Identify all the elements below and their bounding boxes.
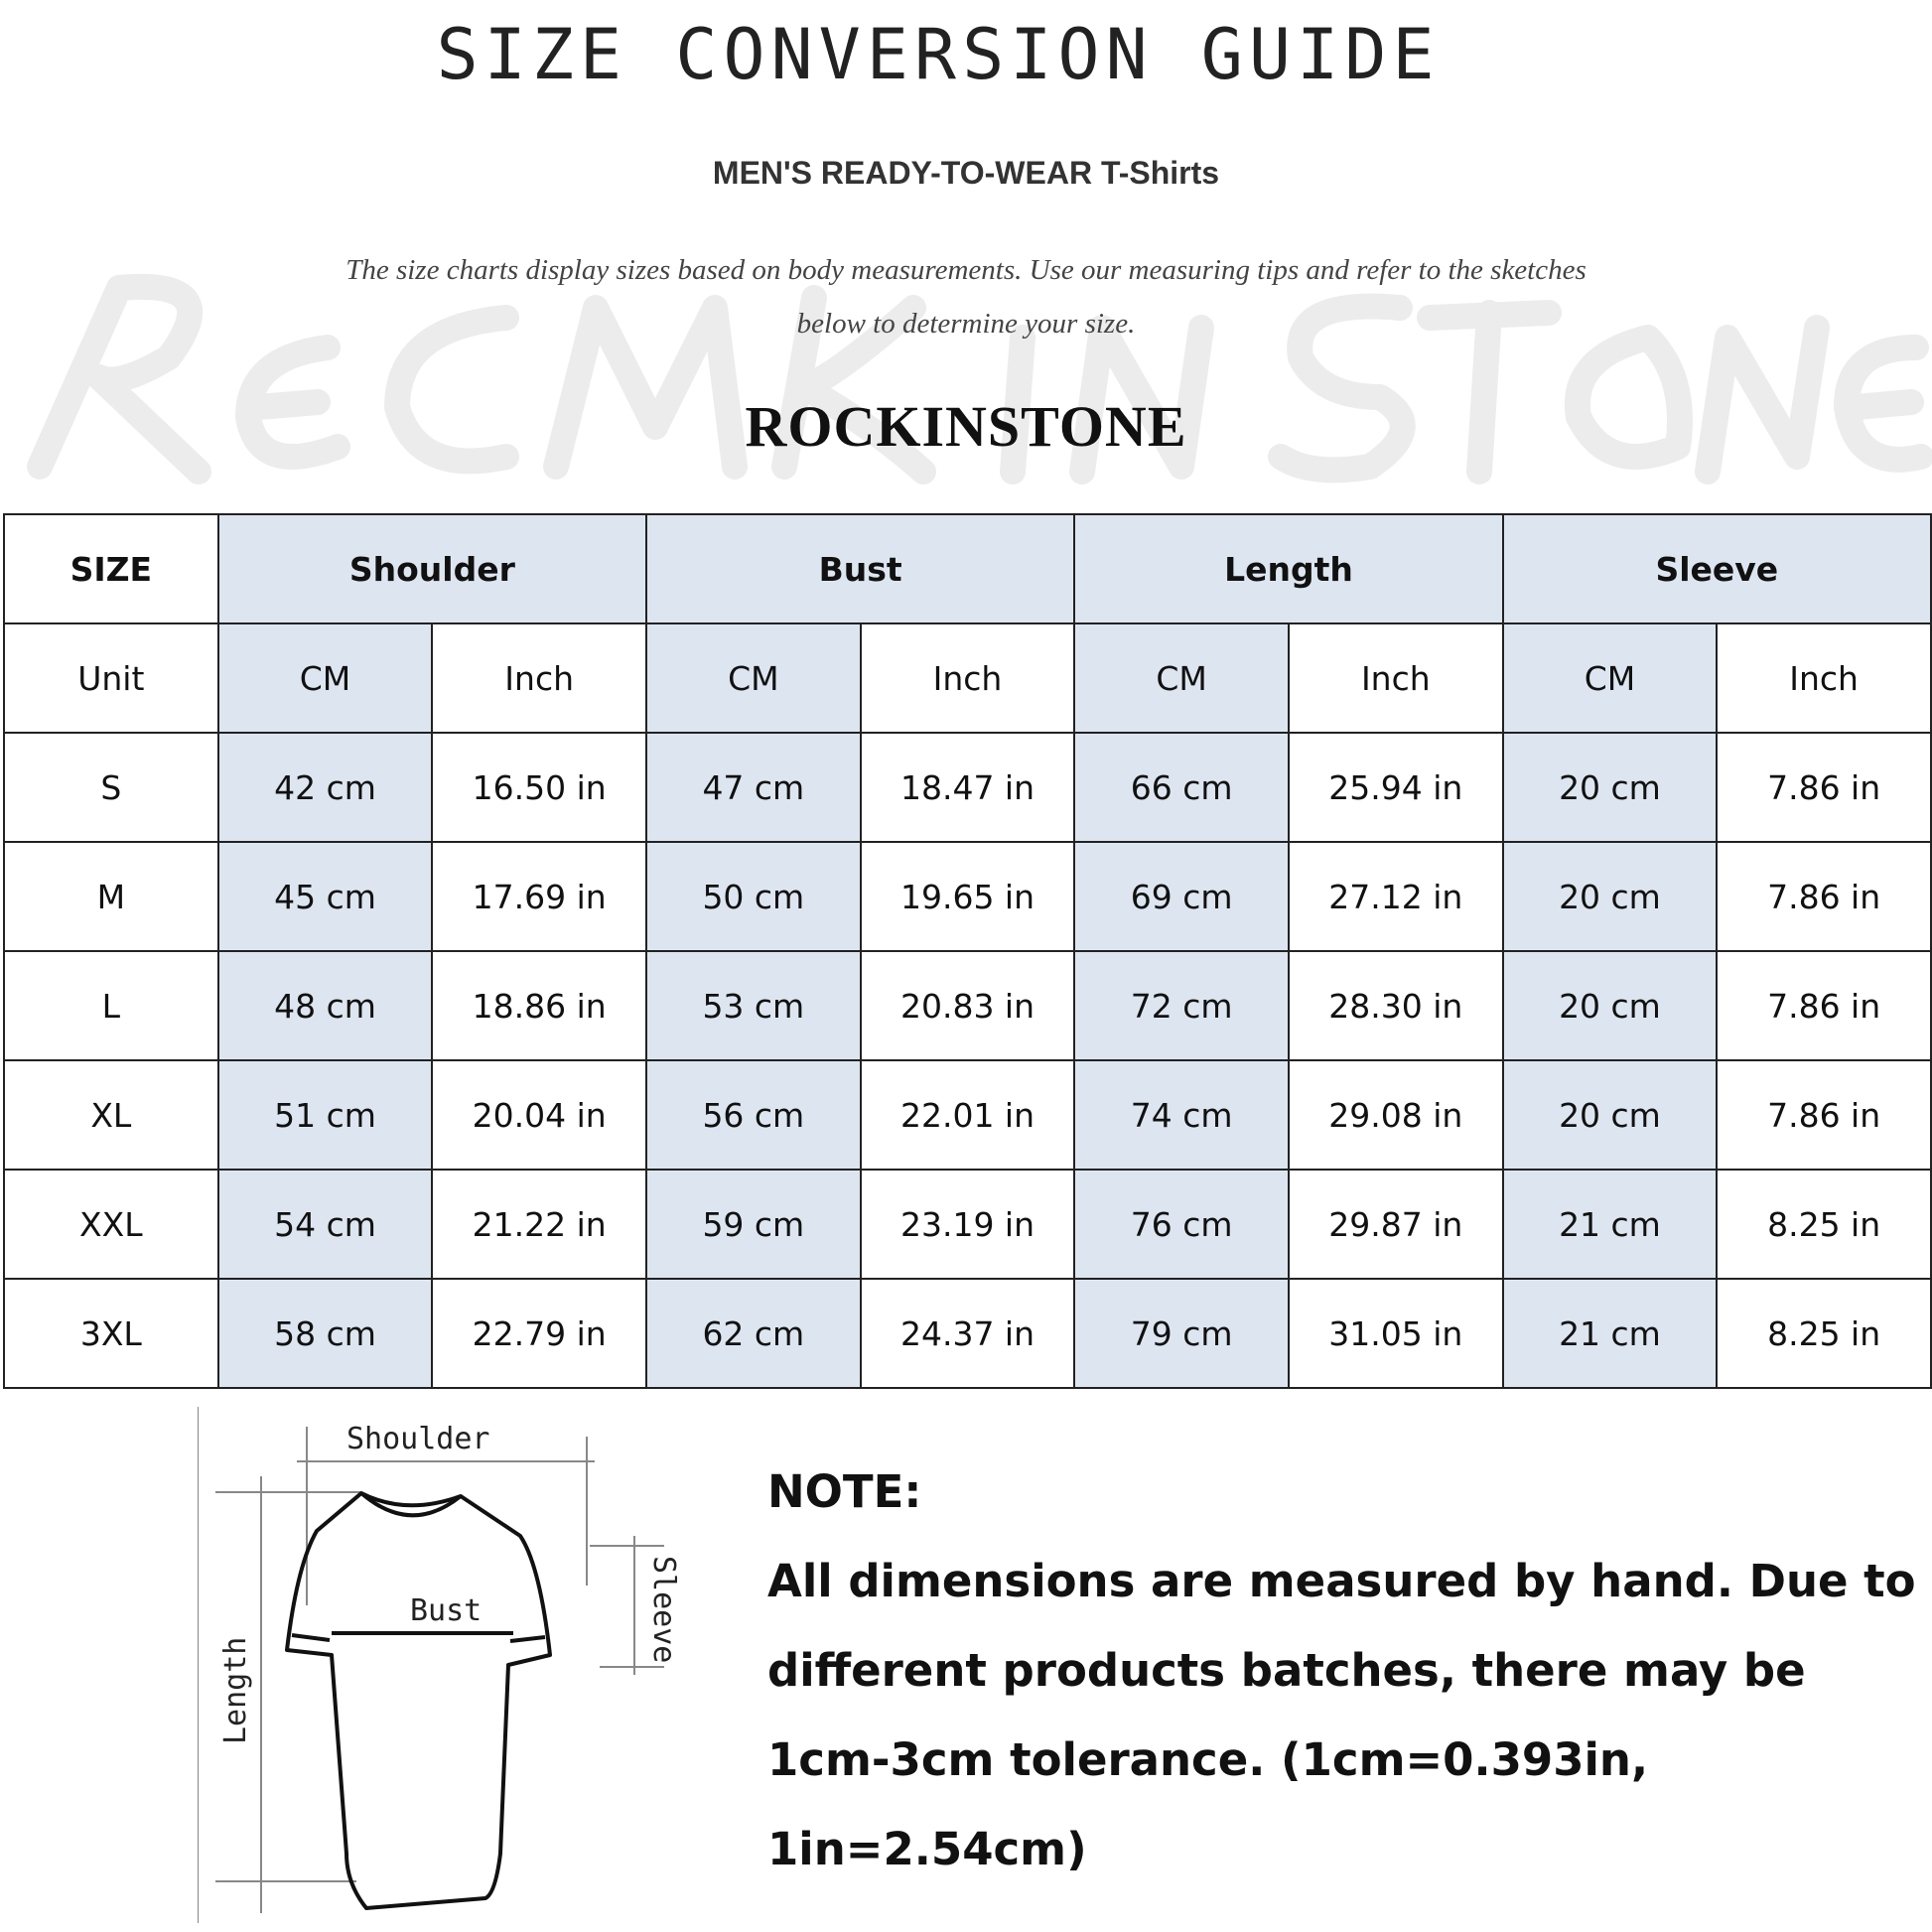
page-title: SIZE CONVERSION GUIDE: [436, 14, 1441, 95]
inch-value-cell: 24.37 in: [859, 1278, 1076, 1389]
cm-value-cell: 20 cm: [1501, 732, 1719, 843]
cm-value-cell: 42 cm: [216, 732, 434, 843]
inch-value-cell: 27.12 in: [1287, 841, 1504, 952]
size-cell: M: [3, 841, 219, 952]
table-row: M 45 cm 17.69 in 50 cm 19.65 in 69 cm 27.12 in…: [3, 841, 1932, 952]
table-row: S 42 cm 16.50 in 47 cm 18.47 in 66 cm 25.94 in…: [3, 732, 1932, 843]
cm-value-cell: 62 cm: [645, 1278, 862, 1389]
inch-value-cell: 23.19 in: [859, 1169, 1076, 1280]
cm-value-cell: 69 cm: [1073, 841, 1290, 952]
cm-value-cell: 72 cm: [1073, 950, 1290, 1061]
note-heading: NOTE:: [767, 1465, 922, 1518]
size-table: SIZE Shoulder Bust Length Sleeve Unit CM…: [3, 513, 1932, 1389]
cm-value-cell: 20 cm: [1501, 950, 1719, 1061]
unit-inch: Inch: [859, 622, 1076, 734]
inch-value-cell: 17.69 in: [431, 841, 648, 952]
cm-value-cell: 79 cm: [1073, 1278, 1290, 1389]
inch-value-cell: 29.08 in: [1287, 1059, 1504, 1171]
cm-value-cell: 56 cm: [645, 1059, 862, 1171]
inch-value-cell: 20.83 in: [859, 950, 1076, 1061]
cm-value-cell: 48 cm: [216, 950, 434, 1061]
sketch-label-bust: Bust: [410, 1593, 482, 1628]
size-header: SIZE: [3, 513, 219, 624]
inch-value-cell: 20.04 in: [431, 1059, 648, 1171]
inch-value-cell: 16.50 in: [431, 732, 648, 843]
size-cell: L: [3, 950, 219, 1061]
cm-value-cell: 54 cm: [216, 1169, 434, 1280]
table-row: 3XL 58 cm 22.79 in 62 cm 24.37 in 79 cm 31.05 …: [3, 1278, 1932, 1389]
note-line: different products batches, there may be: [767, 1644, 1806, 1697]
cm-value-cell: 21 cm: [1501, 1278, 1719, 1389]
table-row: XXL 54 cm 21.22 in 59 cm 23.19 in 76 cm 29.87 …: [3, 1169, 1932, 1280]
inch-value-cell: 7.86 in: [1716, 732, 1932, 843]
inch-value-cell: 18.47 in: [859, 732, 1076, 843]
group-header-bust: Bust: [645, 513, 1076, 624]
cm-value-cell: 53 cm: [645, 950, 862, 1061]
group-header-shoulder: Shoulder: [216, 513, 648, 624]
cm-value-cell: 51 cm: [216, 1059, 434, 1171]
inch-value-cell: 31.05 in: [1287, 1278, 1504, 1389]
inch-value-cell: 19.65 in: [859, 841, 1076, 952]
note: NOTE: All dimensions are measured by han…: [767, 1448, 1919, 1894]
inch-value-cell: 29.87 in: [1287, 1169, 1504, 1280]
size-cell: 3XL: [3, 1278, 219, 1389]
inch-value-cell: 21.22 in: [431, 1169, 648, 1280]
cm-value-cell: 47 cm: [645, 732, 862, 843]
sketch-label-sleeve: Sleeve: [646, 1556, 681, 1663]
inch-value-cell: 22.01 in: [859, 1059, 1076, 1171]
group-header-length: Length: [1073, 513, 1504, 624]
inch-value-cell: 7.86 in: [1716, 950, 1932, 1061]
watermark-brush-lettering: [27, 273, 1932, 484]
unit-cm: CM: [645, 622, 862, 734]
cm-value-cell: 20 cm: [1501, 841, 1719, 952]
inch-value-cell: 7.86 in: [1716, 841, 1932, 952]
size-cell: XL: [3, 1059, 219, 1171]
note-line: All dimensions are measured by hand. Due…: [767, 1555, 1916, 1607]
inch-value-cell: 25.94 in: [1287, 732, 1504, 843]
description-line: below to determine your size.: [796, 308, 1136, 340]
unit-inch: Inch: [431, 622, 648, 734]
cm-value-cell: 20 cm: [1501, 1059, 1719, 1171]
cm-value-cell: 74 cm: [1073, 1059, 1290, 1171]
group-header-sleeve: Sleeve: [1501, 513, 1932, 624]
table-header-row: SIZE Shoulder Bust Length Sleeve: [3, 513, 1932, 624]
sketch-label-shoulder: Shoulder: [346, 1422, 490, 1456]
unit-inch: Inch: [1287, 622, 1504, 734]
unit-cm: CM: [216, 622, 434, 734]
unit-inch: Inch: [1716, 622, 1932, 734]
cm-value-cell: 58 cm: [216, 1278, 434, 1389]
inch-value-cell: 7.86 in: [1716, 1059, 1932, 1171]
cm-value-cell: 45 cm: [216, 841, 434, 952]
inch-value-cell: 28.30 in: [1287, 950, 1504, 1061]
cm-value-cell: 50 cm: [645, 841, 862, 952]
description-line: The size charts display sizes based on b…: [345, 254, 1587, 286]
unit-cm: CM: [1501, 622, 1719, 734]
unit-cm: CM: [1073, 622, 1290, 734]
cm-value-cell: 66 cm: [1073, 732, 1290, 843]
inch-value-cell: 8.25 in: [1716, 1169, 1932, 1280]
table-row: XL 51 cm 20.04 in 56 cm 22.01 in 74 cm 29.08 i…: [3, 1059, 1932, 1171]
size-cell: XXL: [3, 1169, 219, 1280]
cm-value-cell: 21 cm: [1501, 1169, 1719, 1280]
inch-value-cell: 22.79 in: [431, 1278, 648, 1389]
cm-value-cell: 59 cm: [645, 1169, 862, 1280]
tshirt-measurement-sketch: Shoulder Bust Length Sleeve: [198, 1407, 681, 1923]
size-cell: S: [3, 732, 219, 843]
inch-value-cell: 18.86 in: [431, 950, 648, 1061]
unit-label: Unit: [3, 622, 219, 734]
unit-row: Unit CM Inch CM Inch CM Inch CM Inch: [3, 622, 1932, 734]
cm-value-cell: 76 cm: [1073, 1169, 1290, 1280]
sketch-label-length: Length: [218, 1637, 253, 1744]
brand-name: ROCKINSTONE: [745, 394, 1187, 459]
subtitle: MEN'S READY-TO-WEAR T-Shirts: [712, 155, 1220, 191]
table-row: L 48 cm 18.86 in 53 cm 20.83 in 72 cm 28.30 in…: [3, 950, 1932, 1061]
note-line: 1cm-3cm tolerance. (1cm=0.393in, 1in=2.5…: [767, 1733, 1649, 1875]
inch-value-cell: 8.25 in: [1716, 1278, 1932, 1389]
